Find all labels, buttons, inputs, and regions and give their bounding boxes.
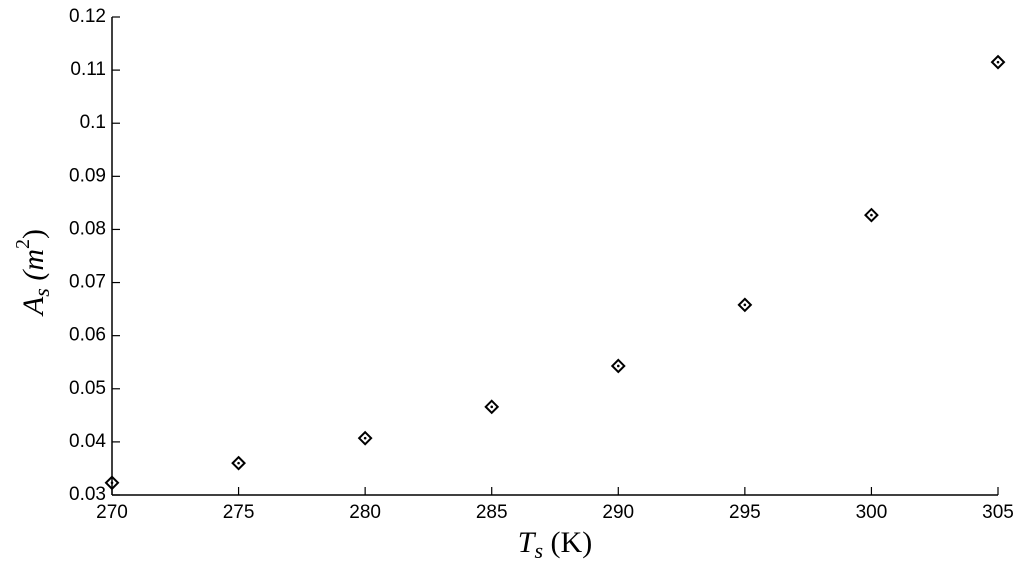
y-tick-label: 0.06 — [69, 325, 106, 346]
x-label-subscript: s — [534, 538, 543, 563]
point-dot — [363, 436, 367, 440]
point-diamond — [610, 358, 626, 374]
y-label-symbol: A — [17, 296, 50, 317]
x-label-symbol: T — [518, 526, 537, 559]
x-tick-label: 295 — [729, 502, 761, 523]
y-tick-label: 0.08 — [69, 218, 106, 239]
point-diamond — [357, 430, 373, 446]
point-dot — [237, 461, 240, 465]
point — [104, 475, 120, 491]
y-label-close: ) — [17, 229, 50, 239]
y-tick-label: 0.05 — [69, 378, 106, 399]
x-tick-label: 285 — [476, 502, 508, 523]
point-diamond — [737, 297, 753, 313]
point-diamond — [484, 399, 500, 415]
point-dot — [996, 60, 1000, 64]
y-label-superscript: 2 — [12, 239, 34, 249]
y-tick-label: 0.12 — [69, 6, 106, 27]
point-dot — [490, 405, 494, 409]
y-tick-label: 0.11 — [70, 59, 106, 80]
point-dot — [616, 364, 620, 368]
y-tick-label: 0.1 — [80, 112, 106, 133]
point — [484, 399, 500, 415]
point-diamond — [231, 455, 246, 471]
y-tick-label: 0.09 — [69, 165, 106, 186]
point-diamond — [864, 207, 879, 223]
y-label-subscript: s — [29, 288, 54, 297]
x-tick-label: 290 — [602, 502, 634, 523]
y-axis-label: As (m2) — [12, 229, 54, 317]
x-axis-label: Ts (K) — [518, 526, 592, 563]
point-diamond — [104, 475, 120, 491]
point — [357, 430, 373, 446]
point-dot — [870, 213, 873, 217]
point — [990, 54, 1006, 70]
point — [610, 358, 626, 374]
point-dot — [743, 303, 747, 307]
x-label-unit: (K) — [543, 526, 592, 559]
point-diamond — [990, 54, 1006, 70]
x-tick-label: 300 — [856, 502, 888, 523]
y-tick-label: 0.03 — [69, 484, 106, 505]
y-label-unit: (m — [17, 249, 50, 288]
x-tick-label: 305 — [982, 502, 1014, 523]
point — [864, 207, 879, 223]
x-tick-label: 270 — [96, 502, 128, 523]
point — [231, 455, 246, 471]
point — [737, 297, 753, 313]
point-dot — [110, 481, 114, 485]
x-tick-label: 275 — [223, 502, 255, 523]
y-tick-label: 0.04 — [69, 431, 106, 452]
y-tick-label: 0.07 — [69, 272, 106, 293]
x-tick-label: 280 — [349, 502, 381, 523]
